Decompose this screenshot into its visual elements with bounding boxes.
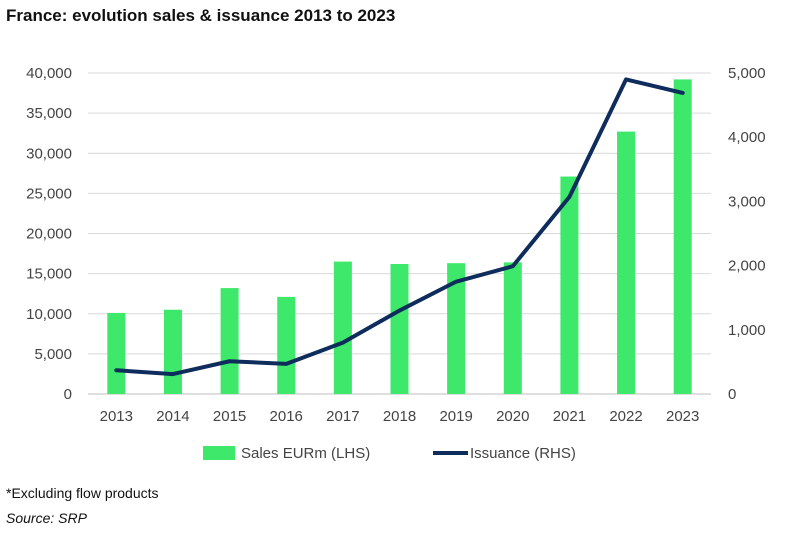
x-tick-label: 2013 [100, 408, 133, 425]
legend-swatch-bar [203, 446, 235, 460]
bar [447, 263, 466, 394]
legend-label: Sales EURm (LHS) [241, 445, 370, 462]
left-tick-label: 5,000 [34, 346, 72, 363]
bar [107, 312, 126, 394]
right-tick-label: 4,000 [728, 129, 766, 146]
right-tick-label: 0 [728, 386, 736, 403]
right-tick-label: 2,000 [728, 258, 766, 275]
chart-title: France: evolution sales & issuance 2013 … [6, 6, 396, 25]
bar [560, 176, 579, 394]
left-axis: 0 5,000 10,000 15,000 20,000 25,000 30,000 35,0… [26, 65, 72, 403]
source-note: Source: SRP [6, 510, 87, 526]
x-tick-label: 2016 [270, 408, 303, 425]
x-axis: 2013 2014 2015 2016 2017 2018 2019 2020 2021 2022… [100, 408, 700, 425]
x-tick-label: 2020 [496, 408, 529, 425]
left-tick-label: 30,000 [26, 145, 72, 162]
left-tick-label: 35,000 [26, 105, 72, 122]
left-tick-label: 20,000 [26, 226, 72, 243]
left-tick-label: 0 [64, 386, 72, 403]
bar [390, 263, 409, 394]
left-tick-label: 40,000 [26, 65, 72, 82]
right-axis: 0 1,000 2,000 3,000 4,000 5,000 [728, 65, 766, 403]
left-tick-label: 25,000 [26, 185, 72, 202]
x-tick-label: 2023 [666, 408, 699, 425]
x-tick-label: 2019 [439, 408, 472, 425]
x-tick-label: 2022 [609, 408, 642, 425]
bar [163, 309, 182, 394]
bar [673, 79, 692, 395]
bar [277, 296, 296, 394]
legend: Sales EURm (LHS) Issuance (RHS) [203, 445, 576, 462]
line-series [114, 77, 685, 377]
x-tick-label: 2014 [156, 408, 189, 425]
bar [220, 288, 239, 394]
legend-label: Issuance (RHS) [470, 445, 576, 462]
x-tick-label: 2021 [553, 408, 586, 425]
x-tick-label: 2017 [326, 408, 359, 425]
x-tick-label: 2018 [383, 408, 416, 425]
x-tick-label: 2015 [213, 408, 246, 425]
left-tick-label: 15,000 [26, 266, 72, 283]
bar [617, 131, 636, 394]
bar [333, 261, 352, 394]
footnote: *Excluding flow products [6, 485, 159, 501]
right-tick-label: 1,000 [728, 322, 766, 339]
left-tick-label: 10,000 [26, 306, 72, 323]
bar [503, 262, 522, 394]
right-tick-label: 3,000 [728, 193, 766, 210]
right-tick-label: 5,000 [728, 65, 766, 82]
